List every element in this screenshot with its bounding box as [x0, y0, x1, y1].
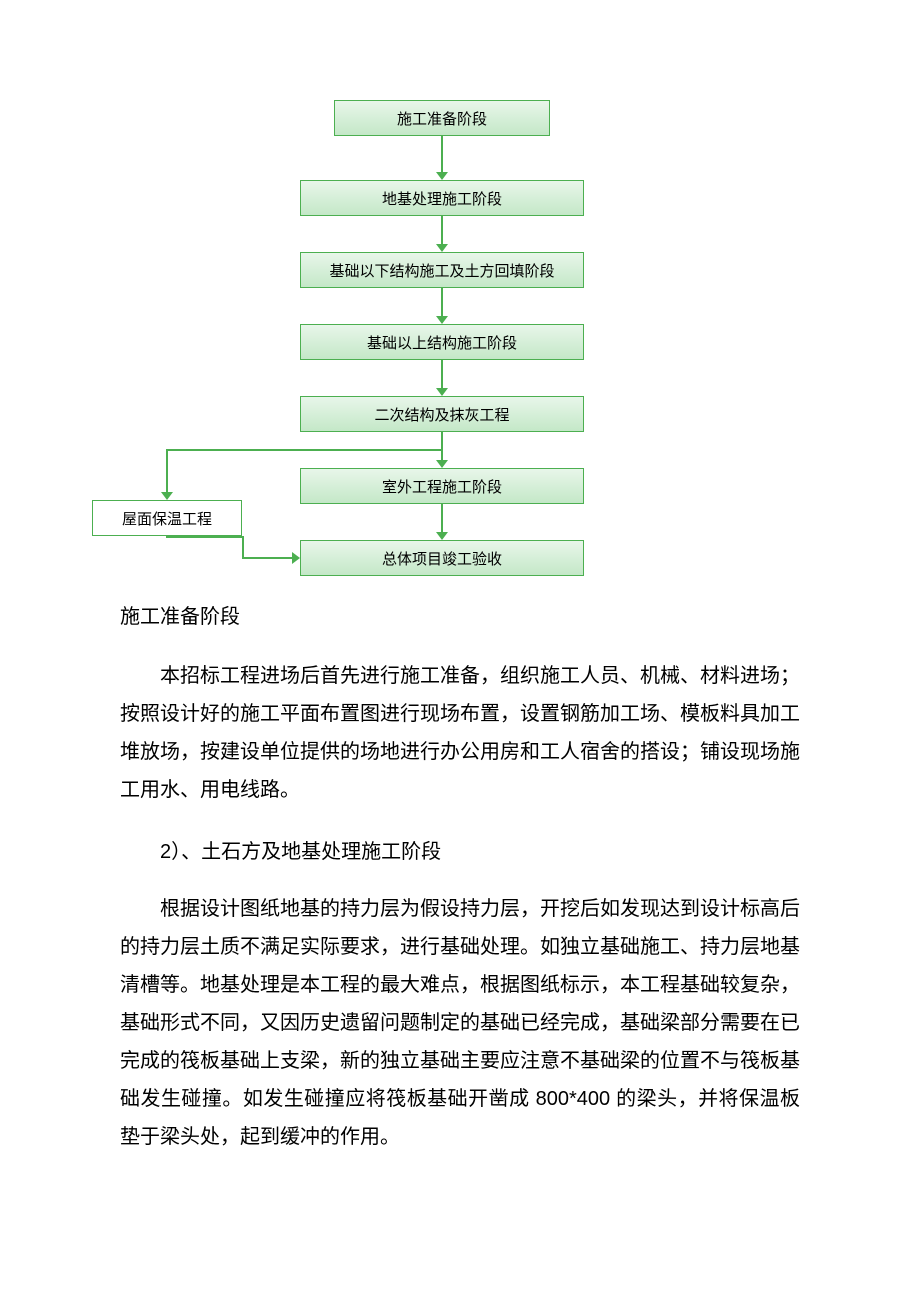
arrow-head-down-icon [436, 316, 448, 324]
branch-line-horizontal [167, 449, 442, 451]
flow-node-secondary: 二次结构及抹灰工程 [300, 396, 584, 432]
subheading-earthwork: 2）、土石方及地基处理施工阶段 [120, 835, 800, 864]
paragraph: 根据设计图纸地基的持力层为假设持力层，开挖后如发现达到设计标高后的持力层土质不满… [120, 890, 800, 1156]
arrow-head-down-icon [436, 460, 448, 468]
arrow-line [441, 288, 443, 316]
arrow-head-right-icon [292, 552, 300, 564]
flow-node-label: 二次结构及抹灰工程 [374, 404, 509, 425]
flowchart-diagram: 施工准备阶段 地基处理施工阶段 基础以下结构施工及土方回填阶段 基础以上结构施工… [0, 0, 920, 580]
flow-node-above-struct: 基础以上结构施工阶段 [300, 324, 584, 360]
heading-prep-stage: 施工准备阶段 [120, 600, 800, 629]
flow-node-roof-insulation: 屋面保温工程 [92, 500, 242, 536]
flow-node-label: 地基处理施工阶段 [382, 188, 502, 209]
document-body: 施工准备阶段 本招标工程进场后首先进行施工准备，组织施工人员、机械、材料进场；按… [0, 600, 920, 1222]
flow-node-label: 屋面保温工程 [122, 508, 212, 529]
merge-line-vertical [242, 536, 244, 559]
arrow-line [441, 504, 443, 532]
flow-node-prep: 施工准备阶段 [334, 100, 550, 136]
flow-node-below-struct: 基础以下结构施工及土方回填阶段 [300, 252, 584, 288]
flow-node-acceptance: 总体项目竣工验收 [300, 540, 584, 576]
arrow-line [441, 136, 443, 172]
flow-node-outdoor: 室外工程施工阶段 [300, 468, 584, 504]
flow-node-label: 基础以下结构施工及土方回填阶段 [329, 260, 554, 281]
flow-node-label: 施工准备阶段 [397, 108, 487, 129]
branch-line-vertical [166, 449, 168, 493]
merge-line-horizontal2 [166, 536, 244, 538]
merge-line [242, 557, 292, 559]
flow-node-label: 总体项目竣工验收 [382, 548, 502, 569]
flow-node-foundation-treat: 地基处理施工阶段 [300, 180, 584, 216]
paragraph: 本招标工程进场后首先进行施工准备，组织施工人员、机械、材料进场；按照设计好的施工… [120, 657, 800, 809]
flow-node-label: 室外工程施工阶段 [382, 476, 502, 497]
arrow-head-down-icon [161, 492, 173, 500]
arrow-head-down-icon [436, 244, 448, 252]
flow-node-label: 基础以上结构施工阶段 [367, 332, 517, 353]
arrow-line [441, 432, 443, 460]
arrow-line [441, 216, 443, 244]
arrow-head-down-icon [436, 388, 448, 396]
arrow-head-down-icon [436, 172, 448, 180]
arrow-head-down-icon [436, 532, 448, 540]
arrow-line [441, 360, 443, 388]
